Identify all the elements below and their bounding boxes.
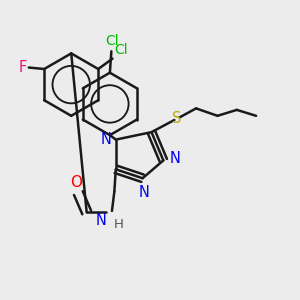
Text: N: N: [96, 213, 106, 228]
Text: F: F: [18, 60, 26, 75]
Text: H: H: [113, 218, 123, 231]
Text: N: N: [100, 132, 111, 147]
Text: Cl: Cl: [105, 34, 119, 48]
Text: Cl: Cl: [115, 43, 128, 56]
Text: O: O: [70, 175, 82, 190]
Text: N: N: [139, 185, 149, 200]
Text: N: N: [169, 152, 180, 166]
Text: S: S: [172, 111, 182, 126]
